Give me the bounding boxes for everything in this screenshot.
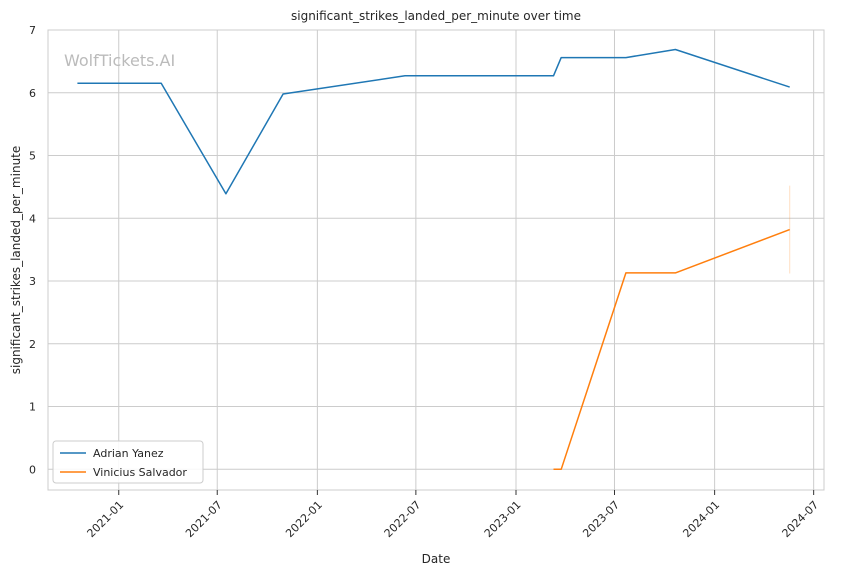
x-axis-label: Date [422, 552, 451, 566]
legend: Adrian Yanez Vinicius Salvador [52, 440, 204, 484]
y-axis-ticks: 0 1 2 3 4 5 6 7 [29, 24, 36, 476]
series-line-vinicius-salvador [553, 228, 790, 471]
y-axis-label: significant_strikes_landed_per_minute [9, 146, 23, 375]
y-tick-label: 1 [29, 401, 36, 414]
y-tick-label: 0 [29, 463, 36, 476]
y-tick-label: 4 [29, 212, 36, 225]
plot-frame [47, 29, 825, 491]
legend-box [52, 440, 204, 484]
y-tick-label: 7 [29, 24, 36, 37]
grid-lines [48, 29, 824, 490]
watermark: WolfTickets.AI [64, 51, 175, 70]
legend-label-adrian-yanez: Adrian Yanez [93, 447, 164, 460]
y-tick-label: 6 [29, 87, 36, 100]
y-tick-label: 2 [29, 338, 36, 351]
series-layer [77, 48, 791, 471]
legend-label-vinicius-salvador: Vinicius Salvador [93, 466, 187, 479]
chart-title: significant_strikes_landed_per_minute ov… [291, 9, 581, 23]
series-line-adrian-yanez [77, 48, 790, 195]
y-tick-label: 3 [29, 275, 36, 288]
y-tick-label: 5 [29, 150, 36, 163]
